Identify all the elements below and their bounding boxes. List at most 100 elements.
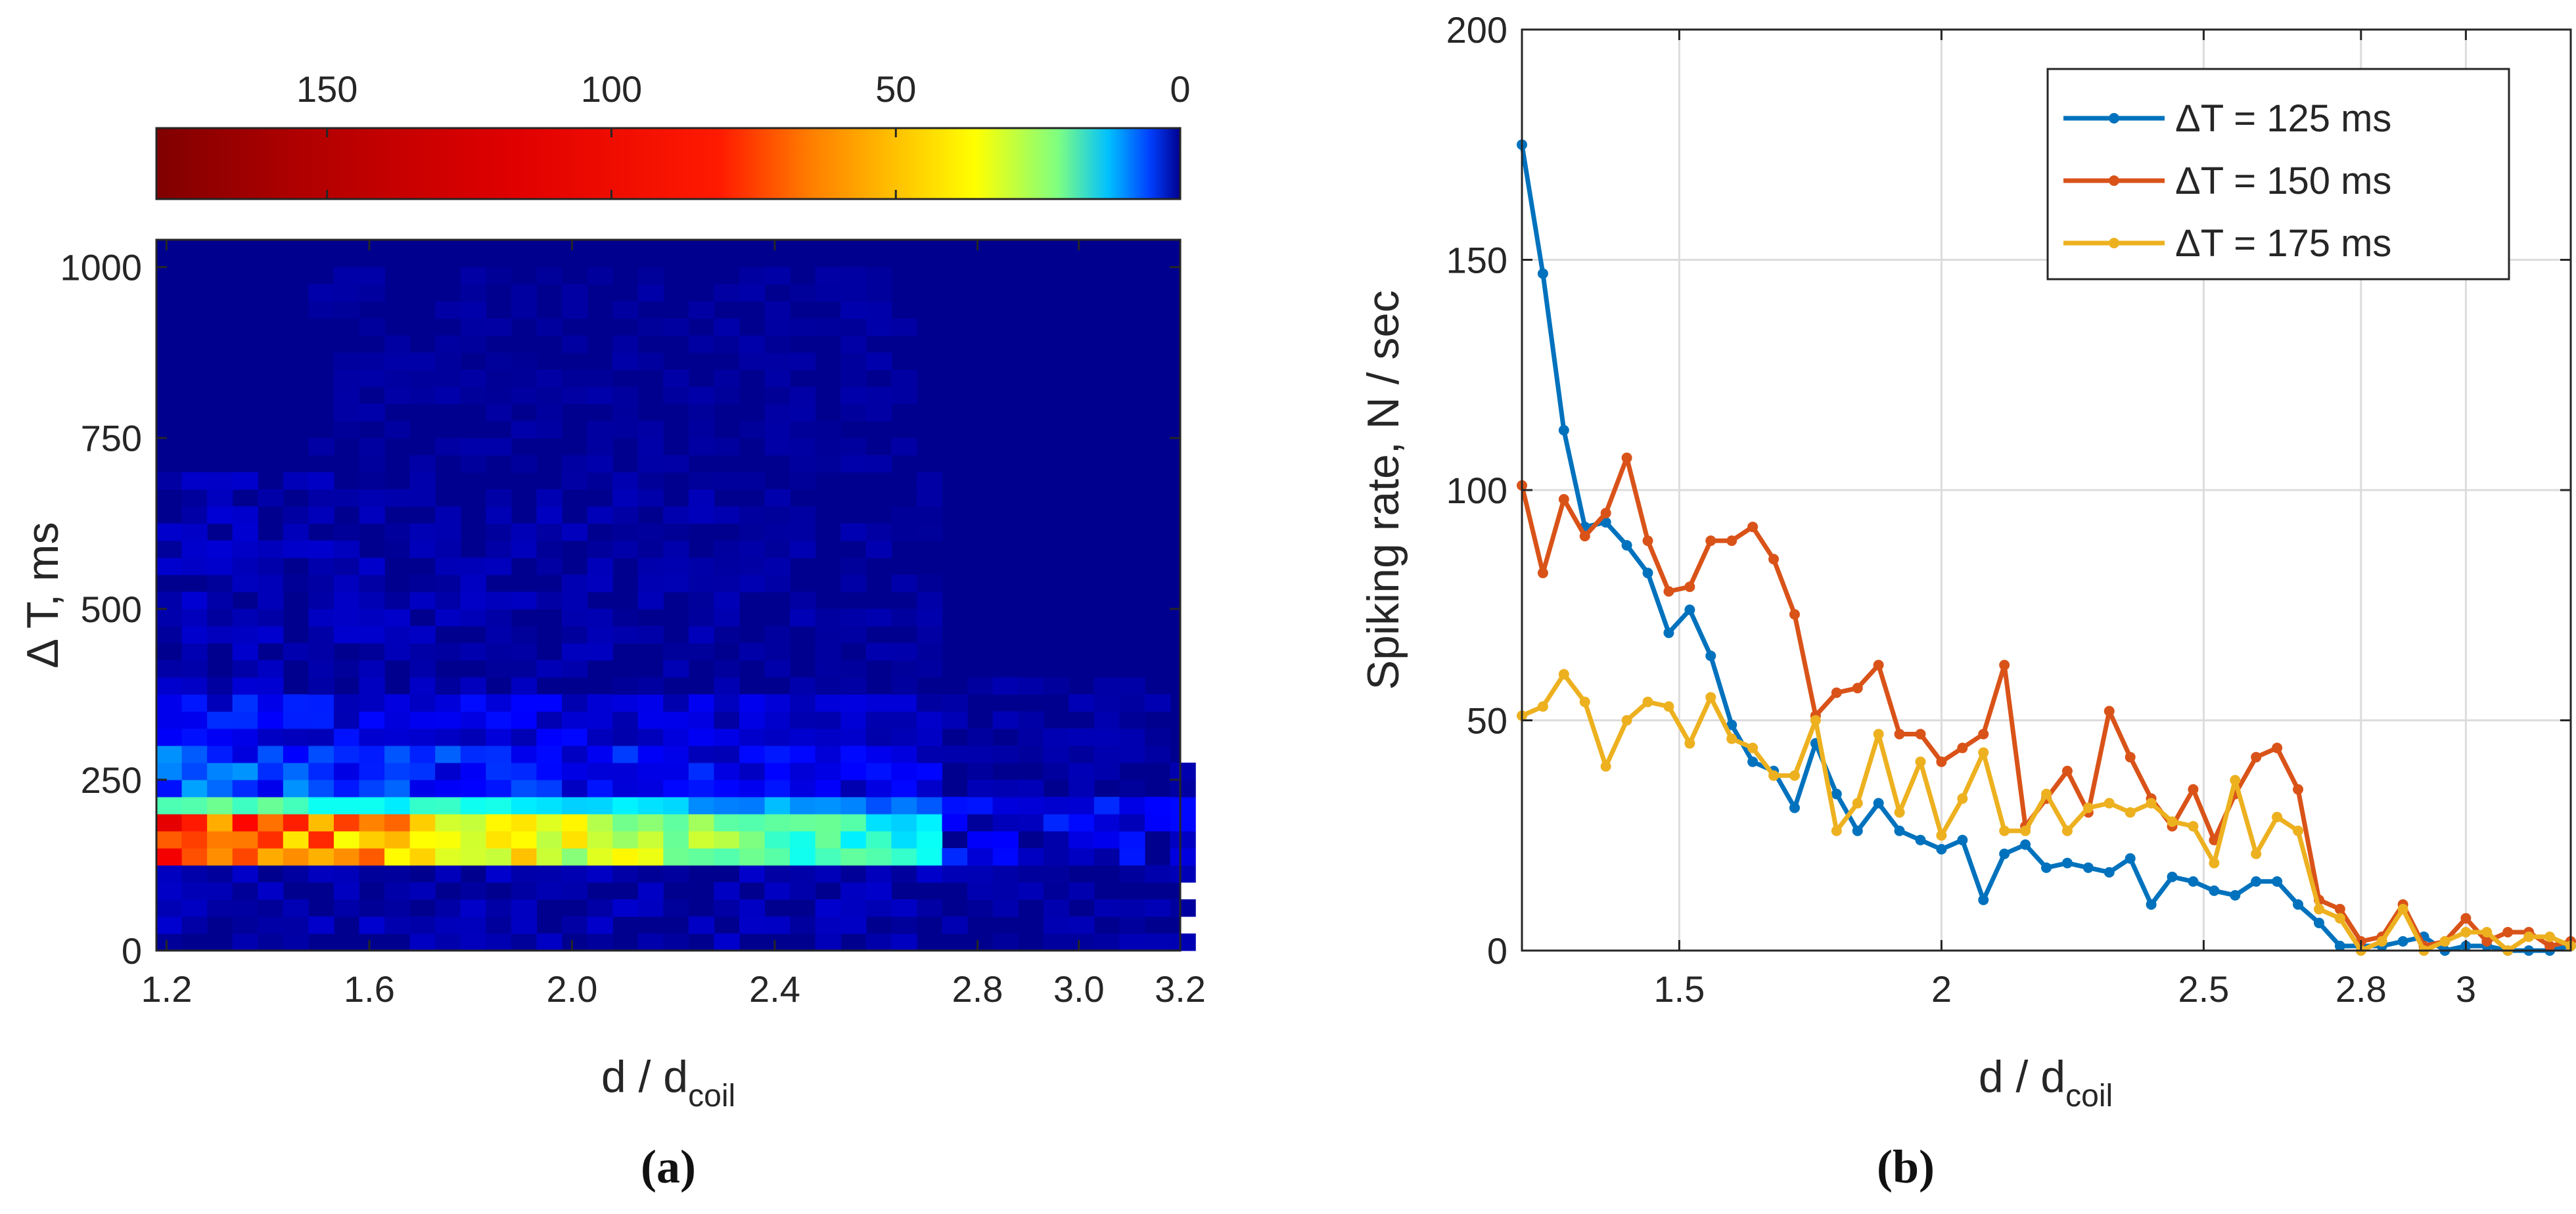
- heatmap-cell: [815, 608, 841, 627]
- heatmap-cell: [739, 420, 766, 439]
- heatmap-cell: [815, 625, 841, 644]
- line-data-point: [2061, 825, 2073, 836]
- heatmap-cell: [587, 847, 613, 866]
- heatmap-cell: [156, 796, 183, 815]
- line-data-point: [2041, 788, 2052, 799]
- heatmap-cell: [511, 762, 538, 780]
- heatmap-cell: [637, 420, 664, 439]
- heatmap-cell: [967, 796, 994, 815]
- heatmap-cell: [714, 591, 740, 610]
- heatmap-cell: [207, 625, 233, 644]
- line-data-point: [1936, 756, 1947, 767]
- line-data-point: [2523, 931, 2535, 942]
- line-data-point: [1831, 825, 1842, 836]
- heatmap-xlabel: d / dcoil: [601, 1052, 735, 1113]
- heatmap-cell: [992, 847, 1019, 866]
- heatmap-cell: [916, 642, 943, 661]
- heatmap-cell: [612, 779, 639, 798]
- heatmap-cell: [865, 540, 892, 558]
- heatmap-cell: [840, 455, 867, 473]
- heatmap-cell: [333, 711, 360, 729]
- heatmap-cell: [865, 779, 892, 798]
- heatmap-cell: [308, 540, 334, 558]
- heatmap-cell: [1043, 728, 1069, 746]
- heatmap-cell: [637, 933, 664, 951]
- heatmap-cell: [435, 711, 461, 729]
- heatmap-cell: [562, 591, 588, 610]
- line-data-point: [1537, 268, 1548, 279]
- heatmap-cell: [865, 899, 892, 917]
- line-data-point: [1579, 531, 1590, 542]
- heatmap-cell: [840, 335, 867, 353]
- heatmap-cell: [409, 386, 436, 405]
- heatmap-cell: [612, 762, 639, 780]
- line-data-point: [1915, 729, 1926, 740]
- heatmap-cell: [562, 813, 588, 832]
- heatmap-cell: [384, 847, 411, 866]
- heatmap-ylabel: Δ T, ms: [18, 522, 68, 669]
- heatmap-cell: [714, 796, 740, 815]
- heatmap-cell: [637, 865, 664, 883]
- heatmap-cell: [511, 369, 538, 388]
- heatmap-cell: [815, 813, 841, 832]
- heatmap-cell: [308, 796, 334, 815]
- heatmap-cell: [663, 899, 689, 917]
- heatmap-cell: [156, 711, 183, 729]
- line-data-point: [1558, 424, 1569, 436]
- heatmap-cell: [637, 711, 664, 729]
- heatmap-frame: [155, 238, 1182, 952]
- heatmap-cell: [486, 830, 512, 849]
- heatmap-cell: [207, 591, 233, 610]
- heatmap-cell: [1043, 762, 1069, 780]
- heatmap-cell: [232, 779, 258, 798]
- line-data-point: [2313, 917, 2324, 928]
- heatmap-cell: [688, 386, 715, 405]
- heatmap-cell: [891, 677, 917, 695]
- line-data-point: [2061, 765, 2073, 776]
- heatmap-cell: [536, 762, 563, 780]
- heatmap-cell: [460, 745, 486, 763]
- heatmap-cell: [790, 455, 816, 473]
- heatmap-cell: [333, 267, 360, 285]
- heatmap-cell: [916, 728, 943, 746]
- line-data-point: [2104, 798, 2115, 809]
- heatmap-cell: [359, 472, 385, 490]
- heatmap-cell: [308, 677, 334, 695]
- heatmap-cell: [865, 642, 892, 661]
- heatmap-x-tick-label: 2.8: [952, 968, 1003, 1010]
- line-data-point: [1621, 715, 1632, 726]
- heatmap-cell: [181, 557, 208, 575]
- heatmap-cell: [865, 455, 892, 473]
- heatmap-cell: [258, 745, 284, 763]
- heatmap-cell: [916, 779, 943, 798]
- heatmap-cell: [486, 608, 512, 627]
- heatmap-cell: [384, 369, 411, 388]
- heatmap-cell: [840, 847, 867, 866]
- heatmap-cell: [688, 745, 715, 763]
- heatmap-cell: [283, 899, 309, 917]
- heatmap-cell: [916, 523, 943, 541]
- heatmap-cell: [435, 745, 461, 763]
- heatmap-cell: [764, 830, 791, 849]
- heatmap-cell: [663, 711, 689, 729]
- line-data-point: [1684, 604, 1695, 616]
- heatmap-cell: [308, 284, 334, 302]
- heatmap-cell: [511, 301, 538, 319]
- heatmap-cell: [460, 284, 486, 302]
- heatmap-cell: [916, 472, 943, 490]
- heatmap-cell: [486, 557, 512, 575]
- heatmap-cell: [1145, 728, 1171, 746]
- heatmap-cell: [435, 847, 461, 866]
- heatmap-cell: [1119, 916, 1145, 934]
- line-data-point: [2125, 807, 2136, 818]
- heatmap-cell: [232, 745, 258, 763]
- heatmap-x-tick-label: 2.4: [749, 968, 800, 1010]
- line-data-point: [2209, 834, 2220, 845]
- heatmap-cell: [739, 506, 766, 524]
- heatmap-cell: [1119, 745, 1145, 763]
- heatmap-cell: [891, 574, 917, 593]
- heatmap-cell: [739, 728, 766, 746]
- heatmap-cell: [409, 523, 436, 541]
- heatmap-cell: [486, 489, 512, 507]
- heatmap-cell: [536, 745, 563, 763]
